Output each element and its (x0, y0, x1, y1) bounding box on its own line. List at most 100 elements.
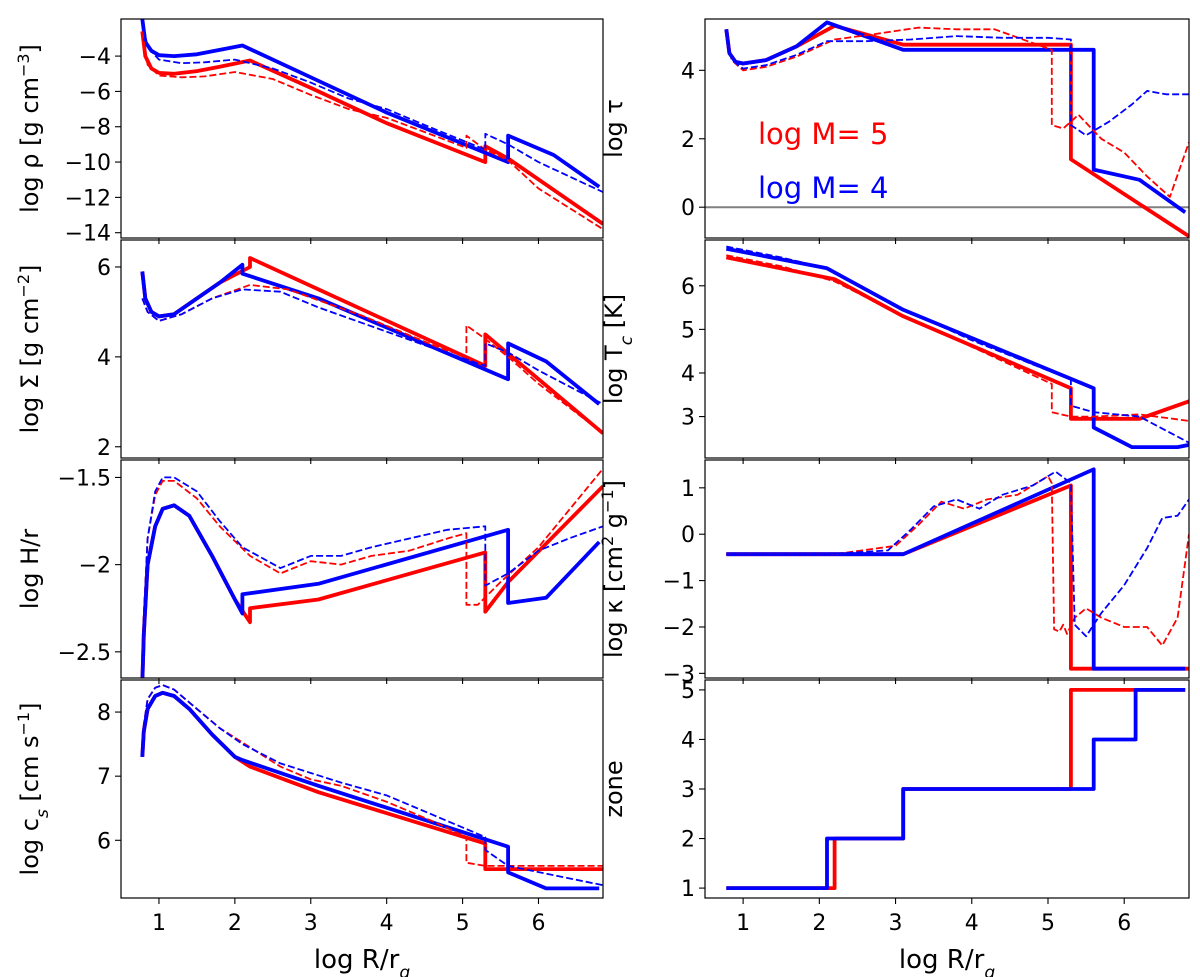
y-axis-label: zone (600, 760, 628, 817)
series-line-logm4-dashed (141, 684, 603, 887)
series-line-logm4-solid (140, 503, 601, 678)
y-axis-label: log H/r (16, 529, 44, 609)
plot-frame (704, 239, 1190, 459)
y-tick-label: 7 (97, 765, 111, 790)
y-tick-label: 4 (681, 362, 695, 387)
series-line-logm5-dashed (725, 26, 1189, 198)
y-tick-label: 5 (681, 318, 695, 343)
series-line-logm5-solid (140, 484, 603, 678)
plot-frame (120, 679, 604, 899)
y-axis-label: log Σ [g cm−2] (14, 265, 45, 434)
series-line-logm5-solid (726, 483, 1189, 671)
x-tick-label: 3 (304, 911, 318, 936)
y-tick-label: 5 (681, 679, 695, 704)
series-line-logm5-dashed (141, 684, 603, 867)
series-line-logm4-dashed (725, 32, 1189, 137)
series-line-logm5-solid (140, 690, 603, 871)
series-line-logm4-solid (140, 19, 601, 189)
y-tick-label: −2.5 (58, 641, 111, 666)
y-tick-label: 6 (97, 829, 111, 854)
series-line-logm5-dashed (141, 31, 603, 230)
plot-frame (704, 18, 1190, 239)
y-tick-label: −1.5 (58, 466, 111, 491)
x-tick-label: 1 (152, 911, 166, 936)
x-axis-label: log R/rg (314, 945, 410, 977)
y-tick-label: −3 (663, 662, 695, 687)
y-tick-label: 8 (97, 701, 111, 726)
panel-4: −2.5 −2 −1.5 log H/r (16, 459, 604, 684)
series-line-logm4-solid (140, 690, 600, 891)
series-line-logm5-dashed (726, 254, 1189, 422)
x-tick-label: 5 (456, 911, 470, 936)
panel-1: 0 2 4 log τ log M= 5 log M= 4 (600, 18, 1190, 244)
y-tick-label: 4 (681, 59, 695, 84)
series-line-logm4-dashed (141, 476, 603, 678)
y-tick-label: 2 (681, 828, 695, 853)
y-tick-label: 4 (681, 728, 695, 753)
series-line-logm5-solid (140, 31, 603, 226)
y-tick-label: −10 (65, 151, 111, 176)
series-line-logm4-dashed (141, 19, 603, 193)
y-tick-label: 1 (681, 477, 695, 502)
y-axis-label: log cs [cm s−1] (14, 703, 54, 876)
series-line-logm4-solid (140, 262, 601, 406)
y-tick-label: −6 (79, 80, 111, 105)
series-line-logm4-solid (726, 688, 1186, 890)
series-line-logm4-solid (726, 467, 1186, 671)
series-line-logm5-solid (140, 256, 603, 435)
panel-6: 6 7 8 1 2 3 4 5 6 log R/rg log cs [cm s−1] (14, 679, 604, 977)
y-tick-label: −12 (65, 186, 111, 211)
x-tick-label: 1 (736, 911, 750, 936)
y-tick-label: 0 (681, 196, 695, 221)
series-line-logm4-dashed (726, 470, 1189, 638)
panel-7: 1 2 3 4 5 1 2 3 4 5 6 log R/rg zone (600, 679, 1190, 977)
series-line-logm4-dashed (141, 288, 603, 405)
x-axis-label: log R/rg (899, 945, 995, 977)
plot-frame (704, 459, 1190, 679)
y-axis-label: log τ (600, 99, 628, 158)
x-tick-label: 4 (965, 911, 979, 936)
x-tick-label: 3 (889, 911, 903, 936)
y-tick-label: −4 (79, 45, 111, 70)
y-tick-label: 0 (681, 523, 695, 548)
series-line-logm5-dashed (726, 475, 1189, 647)
y-axis-label: log Tc [K] (600, 294, 637, 404)
y-tick-label: −8 (79, 116, 111, 141)
legend-entry-logm5: log M= 5 (758, 117, 888, 151)
panel-3: 3 4 5 6 log Tc [K] (600, 239, 1190, 464)
y-tick-label: 2 (681, 128, 695, 153)
y-axis-label: log ρ [g cm−3] (14, 44, 45, 213)
y-axis-label: log κ [cm2 g−1] (598, 480, 629, 658)
y-tick-label: 3 (681, 778, 695, 803)
x-tick-label: 2 (228, 911, 242, 936)
x-tick-label: 4 (380, 911, 394, 936)
series-line-logm4-dashed (726, 245, 1189, 444)
panel-0: −14 −12 −10 −8 −6 −4 log ρ [g cm−3] (14, 18, 604, 247)
y-tick-label: −1 (663, 570, 695, 595)
x-tick-label: 2 (812, 911, 826, 936)
plot-frame (120, 239, 604, 459)
series-line-logm5-dashed (141, 283, 603, 435)
y-tick-label: 2 (97, 436, 111, 461)
y-tick-label: 1 (681, 877, 695, 902)
series-line-logm5-dashed (141, 468, 603, 678)
panel-5: −3 −2 −1 0 1 log κ [cm2 g−1] (598, 459, 1190, 687)
panel-2: 2 4 6 log Σ [g cm−2] (14, 239, 604, 464)
y-tick-label: −14 (65, 222, 111, 247)
plot-frame (120, 459, 604, 679)
y-tick-label: −2 (663, 616, 695, 641)
y-tick-label: 6 (97, 256, 111, 281)
legend-entry-logm4: log M= 4 (758, 171, 888, 205)
series-line-logm5-solid (725, 255, 1189, 421)
y-tick-label: −2 (79, 554, 111, 579)
y-tick-label: 3 (681, 406, 695, 431)
x-tick-label: 6 (531, 911, 545, 936)
series-line-logm4-solid (724, 20, 1187, 214)
x-tick-label: 6 (1117, 911, 1131, 936)
plot-frame (120, 18, 604, 239)
x-tick-label: 5 (1041, 911, 1055, 936)
y-tick-label: 4 (97, 346, 111, 371)
y-tick-label: 6 (681, 275, 695, 300)
series-line-logm4-solid (725, 246, 1189, 450)
